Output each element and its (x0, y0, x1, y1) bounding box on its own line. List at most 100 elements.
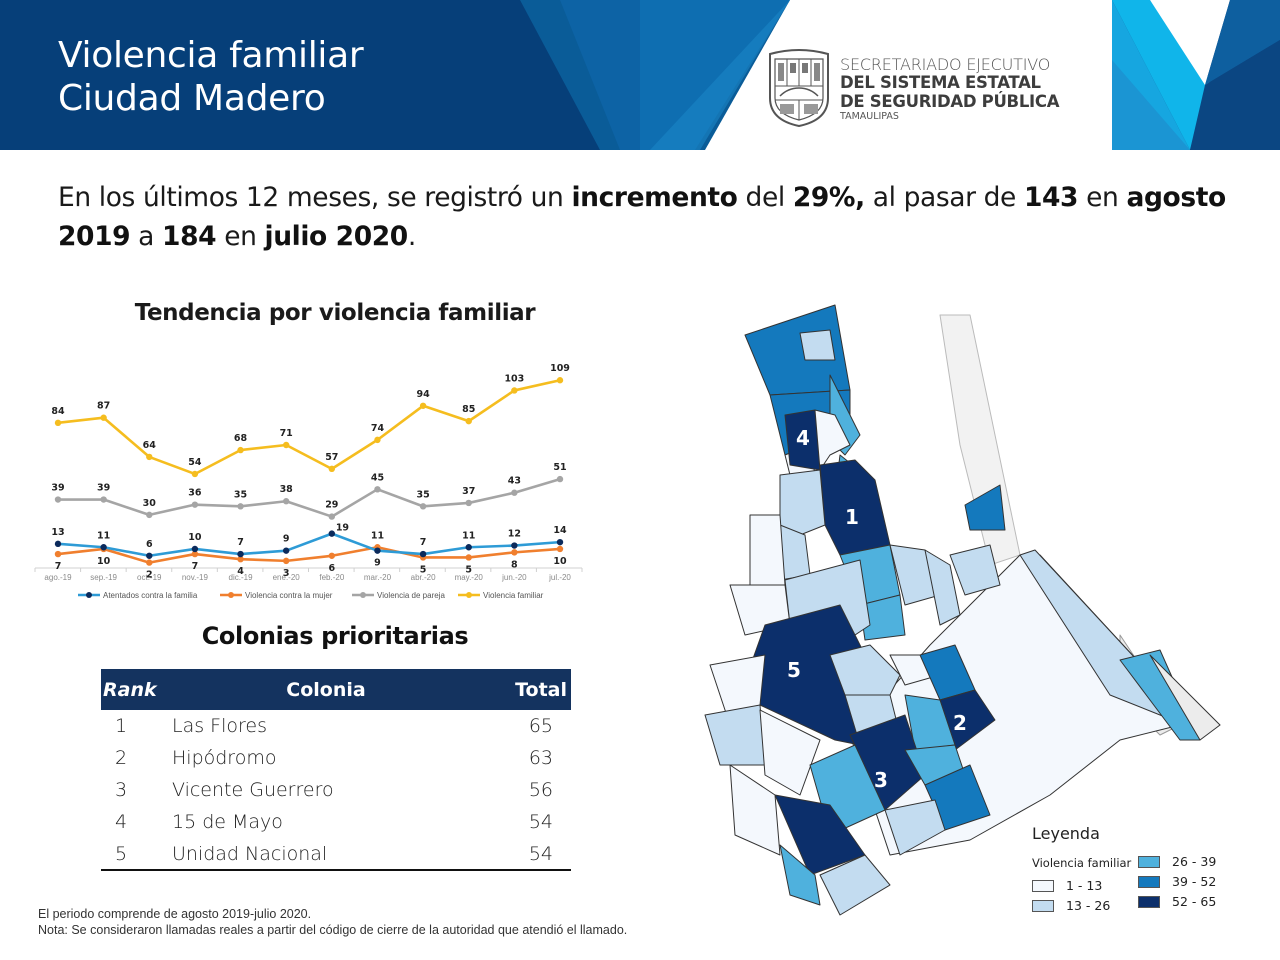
data-label: 36 (188, 488, 202, 499)
cell-colonia: Vicente Guerrero (172, 779, 334, 801)
cell-colonia: Hipódromo (172, 747, 277, 769)
footnote-method: Nota: Se consideraron llamadas reales a … (38, 923, 628, 937)
data-label: 84 (51, 406, 65, 417)
data-point (556, 545, 564, 553)
cell-rank: 1 (115, 715, 128, 737)
chart-title: Tendencia por violencia familiar (134, 300, 536, 326)
logo-line4: TAMAULIPAS (840, 111, 899, 122)
cell-rank: 3 (115, 779, 128, 801)
data-point (374, 486, 381, 493)
summary-start-value: 143 (1023, 182, 1079, 213)
map-polygons (704, 304, 1221, 916)
data-label: 11 (97, 530, 110, 541)
summary-part: en (216, 221, 265, 252)
legend-swatch (1138, 855, 1160, 868)
data-label: 9 (374, 558, 381, 569)
summary-part: a (130, 221, 163, 252)
cell-total: 56 (528, 779, 553, 801)
data-label: 10 (553, 556, 567, 567)
cell-colonia: Unidad Nacional (171, 838, 481, 871)
data-label: 68 (234, 433, 248, 444)
data-point (556, 377, 564, 384)
data-point (191, 545, 199, 553)
data-label: 7 (55, 561, 62, 572)
data-point (465, 499, 472, 507)
data-label: 37 (462, 486, 475, 497)
map-zone (779, 469, 826, 536)
data-point (465, 554, 472, 561)
map-zone (779, 844, 821, 906)
summary-text: En los últimos 12 meses, se registró un … (58, 178, 1248, 256)
cell-colonia: 15 de Mayo (172, 811, 283, 833)
legend-item: 13 - 26 (1032, 898, 1110, 913)
data-point (511, 489, 518, 496)
map-zone (744, 304, 851, 396)
legend-label: 1 - 13 (1066, 878, 1103, 893)
cell-total: 54 (528, 811, 553, 833)
data-label: 35 (234, 489, 247, 500)
page-title: Violencia familiar Ciudad Madero (58, 34, 364, 120)
x-tick-label: feb.-20 (319, 573, 344, 582)
map-zone (949, 544, 1001, 596)
data-label: 7 (192, 561, 199, 572)
map-legend: Leyenda Violencia familiar 1 - 13 13 - 2… (1032, 824, 1262, 924)
data-label: 9 (283, 534, 290, 545)
data-label: 2 (146, 570, 153, 581)
cell-total: 63 (528, 747, 553, 769)
data-point (328, 513, 336, 520)
table-row: 2 Hipódromo 63 (101, 742, 571, 774)
data-label: 30 (143, 498, 157, 509)
cell-total: 54 (481, 838, 571, 871)
legend-label: 52 - 65 (1172, 894, 1217, 909)
data-label: 74 (371, 423, 385, 434)
data-point (237, 503, 244, 510)
table-header-row: Rank Colonia Total (101, 669, 571, 710)
data-point (191, 550, 199, 558)
map-rank-label-1: 1 (845, 505, 859, 529)
data-label: 6 (329, 563, 336, 574)
page-title-line1: Violencia familiar (58, 35, 364, 76)
data-point (374, 436, 381, 444)
x-tick-label: oct.-19 (137, 573, 162, 582)
summary-part: . (407, 221, 416, 252)
summary-end-period: julio 2020 (264, 221, 409, 252)
data-label: 7 (237, 537, 244, 548)
data-label: 10 (188, 532, 202, 543)
data-point (511, 387, 518, 394)
data-label: 12 (508, 529, 521, 540)
data-label: 57 (325, 452, 338, 463)
data-label: 29 (325, 500, 338, 511)
choropleth-map: 4 1 5 2 3 (704, 304, 1221, 916)
summary-part: en (1078, 182, 1127, 213)
legend-label: Atentados contra la familia (103, 591, 198, 600)
data-label: 71 (280, 428, 293, 439)
data-label: 51 (553, 462, 566, 473)
map-rank-label-2: 2 (953, 711, 967, 735)
x-tick-label: mar.-20 (364, 573, 392, 582)
data-label: 4 (237, 566, 244, 577)
data-point (146, 552, 153, 559)
data-label: 14 (553, 525, 567, 536)
footnote-period: El periodo comprende de agosto 2019-juli… (38, 907, 312, 921)
data-label: 39 (97, 483, 110, 494)
map-zone (799, 329, 836, 361)
table-title: Colonias prioritarias (201, 622, 469, 650)
data-label: 35 (416, 489, 429, 500)
data-label: 94 (416, 389, 430, 400)
map-zone (1149, 654, 1221, 741)
data-label: 39 (51, 483, 64, 494)
data-point (100, 544, 107, 551)
legend-marker (86, 592, 92, 598)
x-tick-label: jul.-20 (548, 573, 571, 582)
agency-logo: SECRETARIADO EJECUTIVO DEL SISTEMA ESTAT… (766, 48, 1096, 128)
data-point (556, 538, 564, 546)
data-point (328, 465, 336, 473)
data-label: 19 (336, 523, 349, 534)
summary-part: del (737, 182, 793, 213)
page-title-line2: Ciudad Madero (58, 78, 326, 119)
cell-rank: 5 (101, 838, 171, 871)
data-point (282, 547, 290, 554)
cell-rank: 4 (115, 811, 128, 833)
map-zone (964, 484, 1006, 531)
data-point (511, 549, 518, 556)
